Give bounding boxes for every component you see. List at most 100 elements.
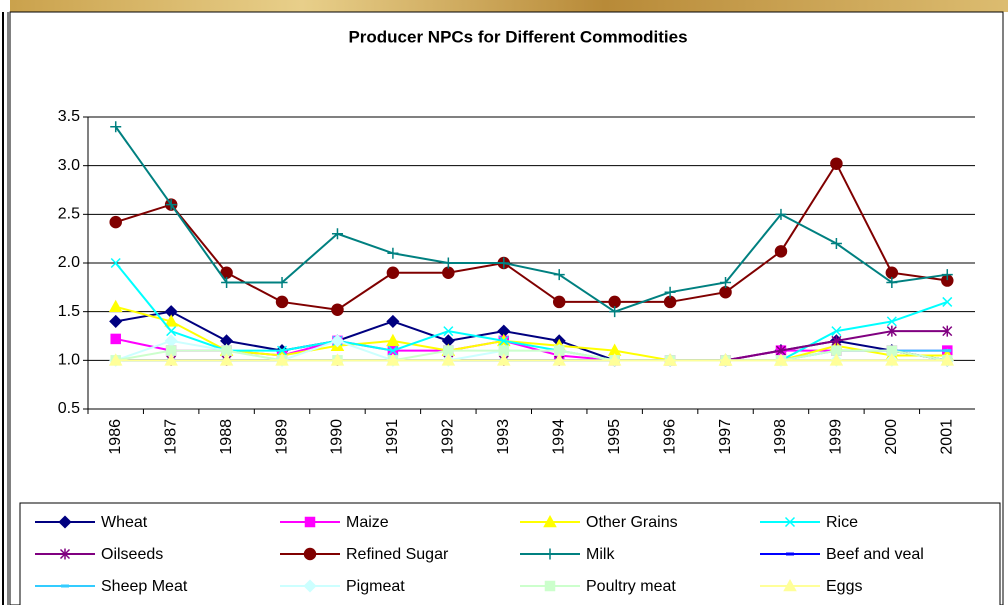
data-point [886, 316, 897, 327]
data-point [219, 353, 234, 366]
data-point [608, 295, 621, 309]
marker-shape [164, 353, 178, 366]
data-point [275, 353, 289, 366]
data-point [607, 353, 622, 366]
legend-marker [544, 580, 556, 592]
marker-shape [886, 276, 898, 288]
y-tick-label: 3.0 [58, 157, 80, 174]
legend-box [19, 502, 1001, 605]
data-point [942, 325, 953, 337]
marker-shape [441, 353, 456, 366]
x-tick-label: 1997 [717, 419, 734, 455]
data-point [664, 286, 676, 298]
marker-shape [387, 345, 398, 356]
x-tick-label: 2001 [939, 419, 956, 455]
marker-shape [544, 580, 556, 592]
data-point [330, 334, 345, 348]
y-tick-label: 3.5 [58, 108, 80, 125]
y-tick-label: 1.5 [58, 303, 80, 320]
data-point [774, 245, 788, 258]
x-tick-label: 2000 [883, 419, 900, 455]
marker-shape [774, 353, 788, 366]
marker-shape [109, 314, 123, 328]
data-point [164, 353, 178, 366]
data-point [331, 228, 343, 240]
marker-shape [942, 296, 953, 307]
x-tick-label: 1996 [661, 419, 678, 455]
marker-shape [275, 353, 289, 366]
marker-shape [387, 247, 399, 259]
data-point [942, 296, 953, 307]
data-point [276, 276, 288, 288]
x-tick-label: 1995 [606, 419, 623, 455]
marker-shape [553, 269, 565, 281]
marker-shape [275, 295, 289, 309]
x-tick-label: 1992 [440, 419, 457, 455]
series-line [115, 349, 948, 362]
data-point [719, 285, 732, 299]
data-point [109, 314, 123, 328]
data-point [110, 121, 122, 133]
data-point [109, 215, 122, 229]
marker-shape [276, 276, 288, 288]
series-line [115, 305, 948, 362]
data-point [386, 266, 400, 279]
data-point [108, 353, 123, 366]
data-point [331, 303, 344, 316]
x-tick-label: 1998 [772, 419, 789, 455]
marker-shape [331, 228, 343, 240]
data-point [830, 238, 842, 250]
data-point [886, 276, 898, 288]
y-tick-label: 1.0 [58, 352, 80, 369]
marker-shape [552, 353, 566, 366]
series-line [114, 126, 948, 313]
x-tick-label: 1991 [384, 419, 401, 455]
marker-shape [663, 353, 677, 366]
legend-marker [783, 578, 797, 592]
frame-top [0, 0, 1008, 12]
legend-label: Beef and veal [826, 546, 924, 563]
data-point [720, 276, 732, 288]
marker-shape [164, 314, 178, 327]
y-tick-label: 2.0 [58, 254, 80, 271]
marker-shape [609, 306, 621, 318]
marker-shape [330, 334, 345, 348]
x-tick-label: 1990 [329, 419, 346, 455]
marker-shape [552, 295, 566, 309]
marker-shape [108, 353, 123, 366]
marker-shape [940, 353, 955, 366]
data-point [110, 257, 121, 269]
x-tick-label: 1994 [550, 419, 567, 455]
series-line [115, 161, 948, 311]
legend-label: Oilseeds [101, 546, 163, 563]
data-point [941, 269, 953, 281]
data-point [774, 353, 788, 366]
legend-marker [58, 515, 72, 529]
data-point [277, 345, 288, 356]
data-point [885, 266, 899, 279]
data-point [442, 266, 455, 279]
marker-shape [304, 516, 316, 528]
data-point [386, 314, 400, 328]
marker-shape [830, 238, 842, 250]
data-point [330, 353, 345, 366]
marker-shape [165, 199, 177, 211]
marker-shape [719, 285, 732, 299]
data-point [441, 353, 456, 366]
data-point [498, 335, 509, 346]
legend-marker [784, 516, 796, 528]
marker-shape [110, 333, 121, 345]
marker-shape [110, 257, 121, 269]
data-point [443, 326, 454, 337]
marker-shape [386, 314, 400, 328]
legend-marker [304, 516, 316, 528]
x-tick-label: 1989 [273, 419, 290, 455]
marker-shape [663, 295, 677, 309]
data-point [166, 326, 177, 337]
marker-shape [886, 316, 897, 327]
marker-shape [330, 353, 345, 366]
marker-shape [498, 335, 509, 346]
marker-shape [775, 208, 787, 220]
data-point [886, 325, 897, 337]
